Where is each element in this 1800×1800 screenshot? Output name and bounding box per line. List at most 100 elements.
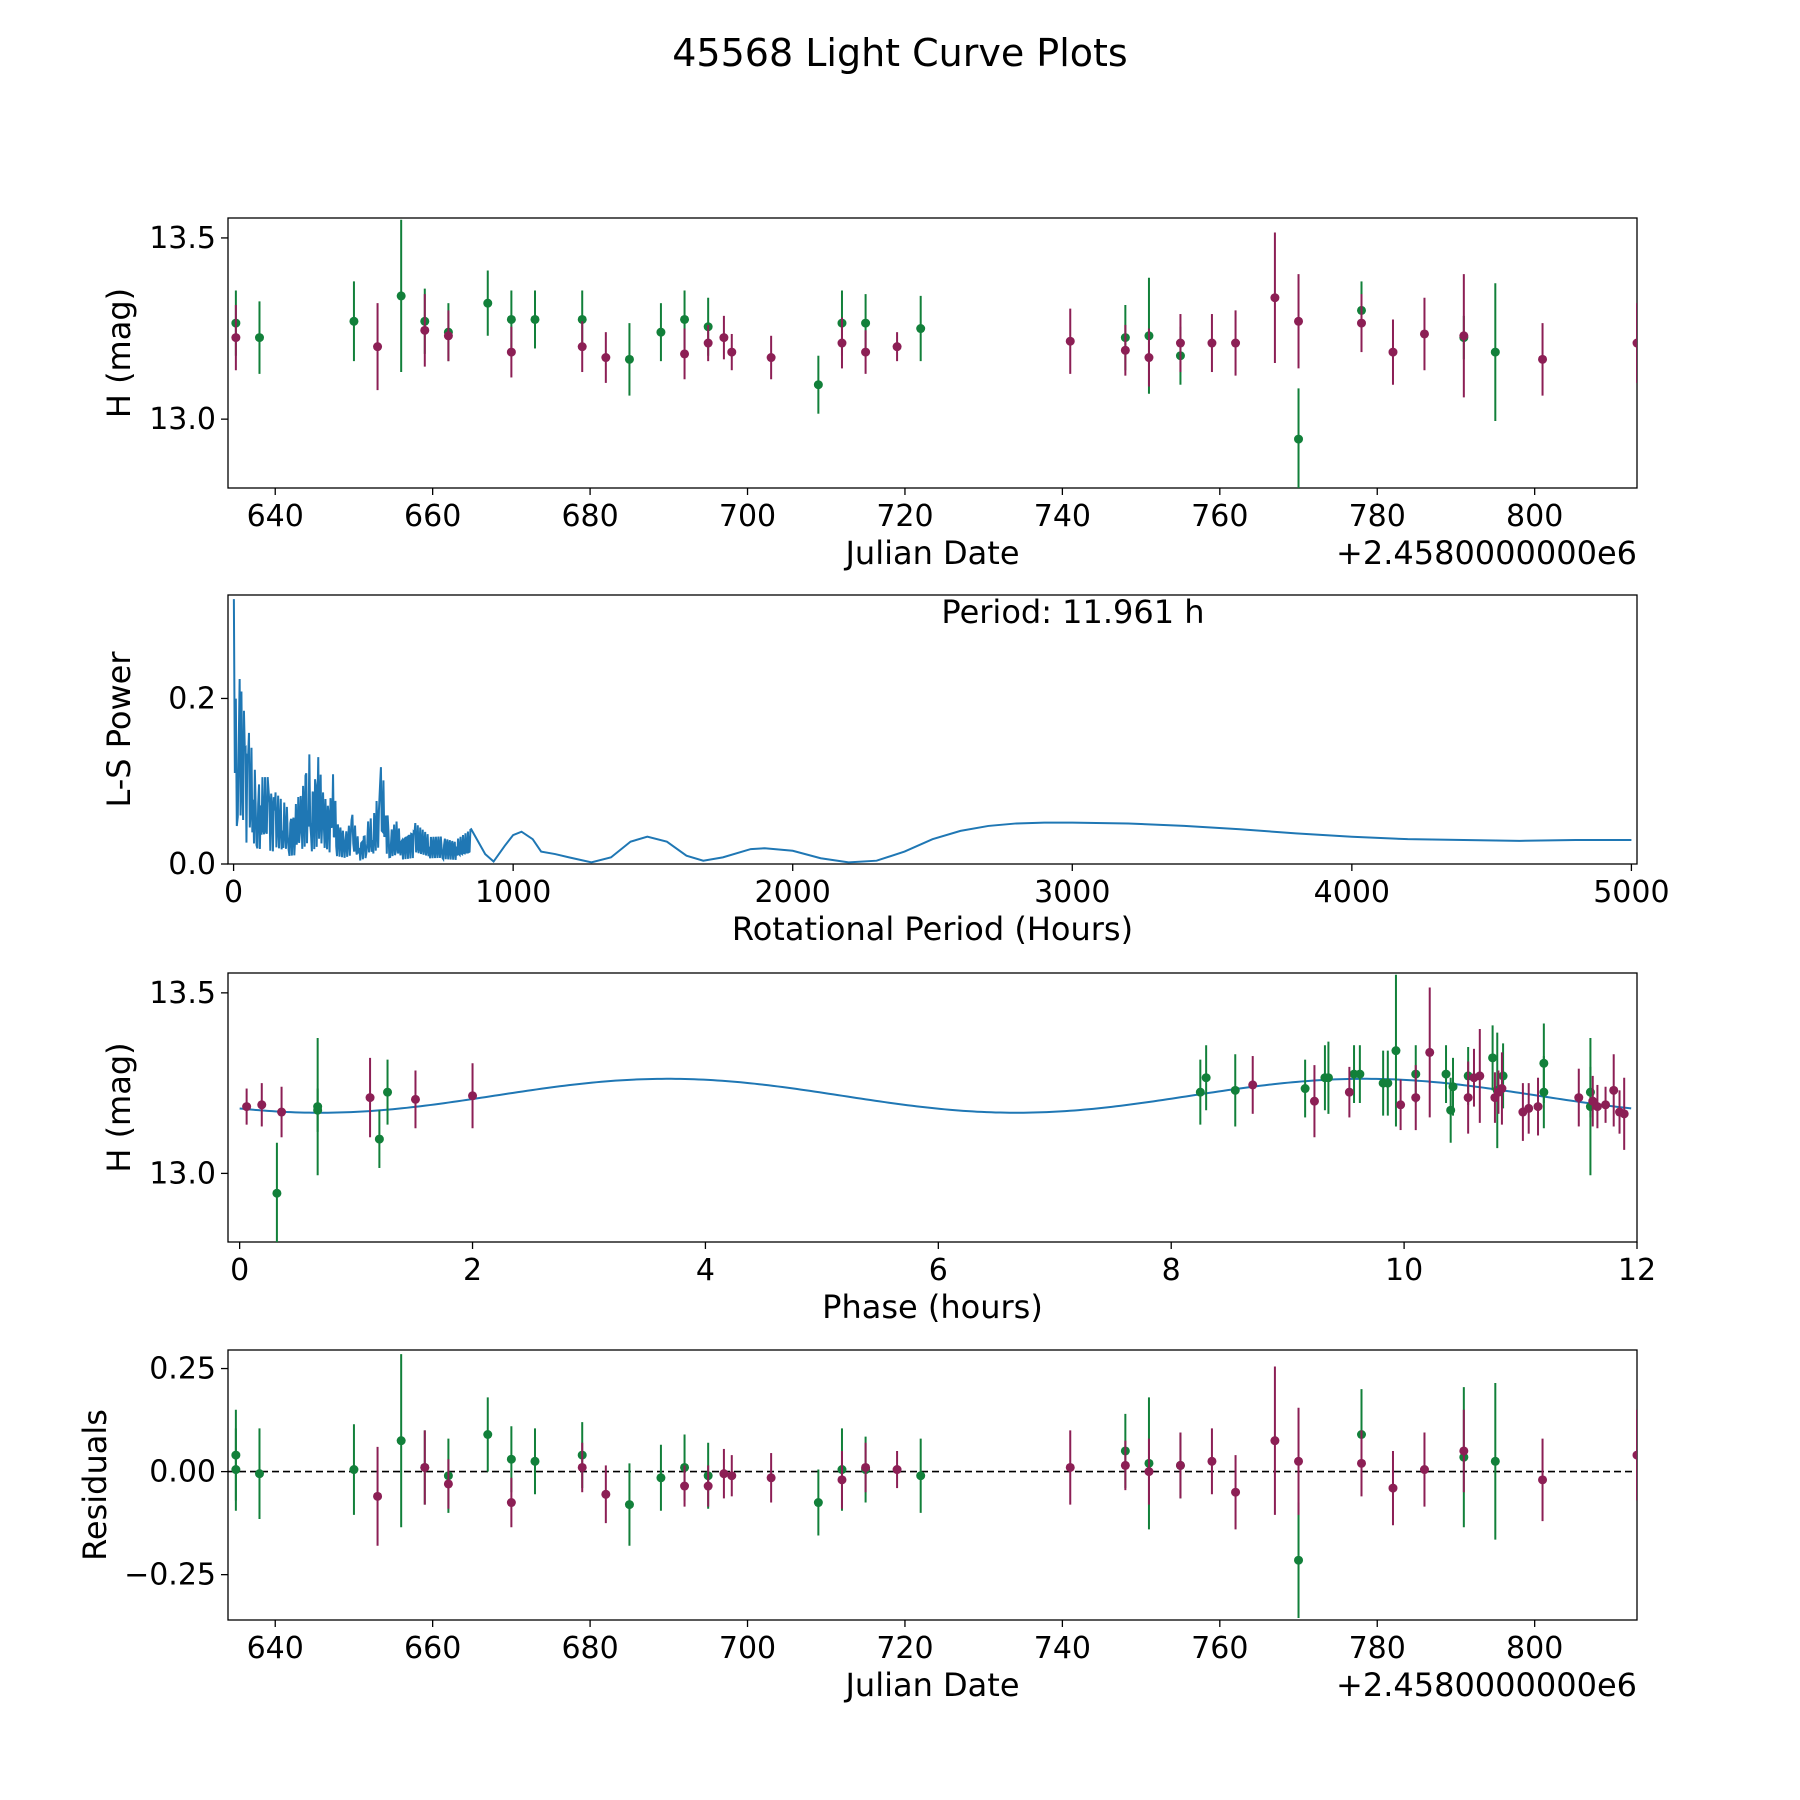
x-axis-label: Phase (hours) <box>822 1288 1043 1326</box>
periodogram-panel: 0 1000 2000 3000 4000 5000 0.0 0.2 Rotational Pe… <box>100 593 1670 948</box>
data-point <box>727 347 737 357</box>
series-green <box>272 974 1595 1242</box>
data-point <box>1383 1078 1393 1088</box>
data-point <box>1309 1096 1319 1106</box>
x-tick-label: 740 <box>1034 1631 1091 1666</box>
y-axis-label: Residuals <box>76 1409 114 1561</box>
data-point <box>1391 1046 1401 1056</box>
plot-data <box>232 599 1632 864</box>
data-point <box>680 314 690 324</box>
data-point <box>1323 1073 1333 1083</box>
data-point <box>577 1462 587 1472</box>
data-point <box>1488 1053 1498 1063</box>
residuals-panel: 640 660 680 700 720 740 760 780 800 −0.25 0.00 0.25… <box>76 1349 1638 1704</box>
data-point <box>1498 1071 1508 1081</box>
data-point <box>1344 1087 1354 1097</box>
data-point <box>680 1481 690 1491</box>
data-point <box>861 347 871 357</box>
y-tick-label: −0.25 <box>124 1558 216 1593</box>
data-point <box>1411 1093 1421 1103</box>
y-tick-label: 0.2 <box>168 681 216 716</box>
data-point <box>719 1469 729 1479</box>
plot-data <box>231 219 1637 488</box>
data-point <box>506 314 516 324</box>
data-point <box>1459 1446 1469 1456</box>
data-point <box>373 342 383 352</box>
x-tick-label: 12 <box>1618 1253 1656 1288</box>
data-point <box>1207 338 1217 348</box>
x-tick-label: 2000 <box>755 875 831 910</box>
x-tick-label: 6 <box>929 1253 948 1288</box>
x-tick-label: 680 <box>561 1631 618 1666</box>
data-point <box>656 327 666 337</box>
plot-frame <box>227 1349 1638 1621</box>
data-point <box>530 1456 540 1466</box>
data-point <box>813 380 823 390</box>
x-tick-label: 0 <box>224 875 243 910</box>
data-point <box>1538 354 1548 364</box>
y-tick-label: 0.25 <box>149 1352 216 1387</box>
x-tick-label: 760 <box>1191 1631 1248 1666</box>
data-point <box>349 1465 359 1475</box>
data-point <box>1065 336 1075 346</box>
data-point <box>277 1107 287 1117</box>
data-point <box>231 333 241 343</box>
x-tick-label: 8 <box>1162 1253 1181 1288</box>
data-point <box>1175 1460 1185 1470</box>
data-point <box>1120 1460 1130 1470</box>
data-point <box>420 1462 430 1472</box>
y-tick-label: 13.0 <box>149 402 216 437</box>
data-point <box>272 1188 282 1198</box>
data-point <box>420 325 430 335</box>
data-point <box>916 1471 926 1481</box>
data-point <box>1609 1085 1619 1095</box>
x-tick-label: 640 <box>247 499 304 534</box>
data-point <box>1231 338 1241 348</box>
x-axis-offset-label: +2.4580000000e6 <box>1336 534 1637 572</box>
x-tick-label: 1000 <box>475 875 551 910</box>
data-point <box>892 1465 902 1475</box>
data-point <box>383 1087 393 1097</box>
data-point <box>1632 338 1637 348</box>
y-tick-label: 13.5 <box>149 976 216 1011</box>
data-point <box>313 1105 323 1115</box>
x-tick-label: 720 <box>876 499 933 534</box>
series-purple <box>231 232 1637 398</box>
data-point <box>916 324 926 334</box>
x-tick-label: 800 <box>1506 499 1563 534</box>
model-fit-curve <box>239 1077 1632 1114</box>
data-point <box>396 291 406 301</box>
data-point <box>506 347 516 357</box>
data-point <box>1601 1100 1611 1110</box>
data-point <box>861 1462 871 1472</box>
data-point <box>443 1479 453 1489</box>
data-point <box>1207 1456 1217 1466</box>
data-point <box>254 1469 264 1479</box>
data-point <box>530 314 540 324</box>
data-point <box>727 1471 737 1481</box>
data-point <box>577 342 587 352</box>
data-point <box>624 1500 634 1510</box>
plot-data <box>228 1354 1637 1618</box>
figure-title: 45568 Light Curve Plots <box>672 31 1127 75</box>
data-point <box>365 1093 375 1103</box>
data-point <box>1144 353 1154 363</box>
data-point <box>1425 1047 1435 1057</box>
data-point <box>1463 1093 1473 1103</box>
data-point <box>1356 1458 1366 1468</box>
data-point <box>1355 1069 1365 1079</box>
data-point <box>1270 1436 1280 1446</box>
data-point <box>1538 1475 1548 1485</box>
data-point <box>1294 316 1304 326</box>
data-point <box>483 298 493 308</box>
x-axis-offset-label: +2.4580000000e6 <box>1336 1666 1637 1704</box>
data-point <box>1459 331 1469 341</box>
data-point <box>506 1498 516 1508</box>
x-tick-label: 660 <box>404 499 461 534</box>
data-point <box>656 1473 666 1483</box>
data-point <box>1270 293 1280 303</box>
x-tick-label: 700 <box>719 1631 776 1666</box>
data-point <box>719 333 729 343</box>
periodogram-line <box>232 599 1632 864</box>
